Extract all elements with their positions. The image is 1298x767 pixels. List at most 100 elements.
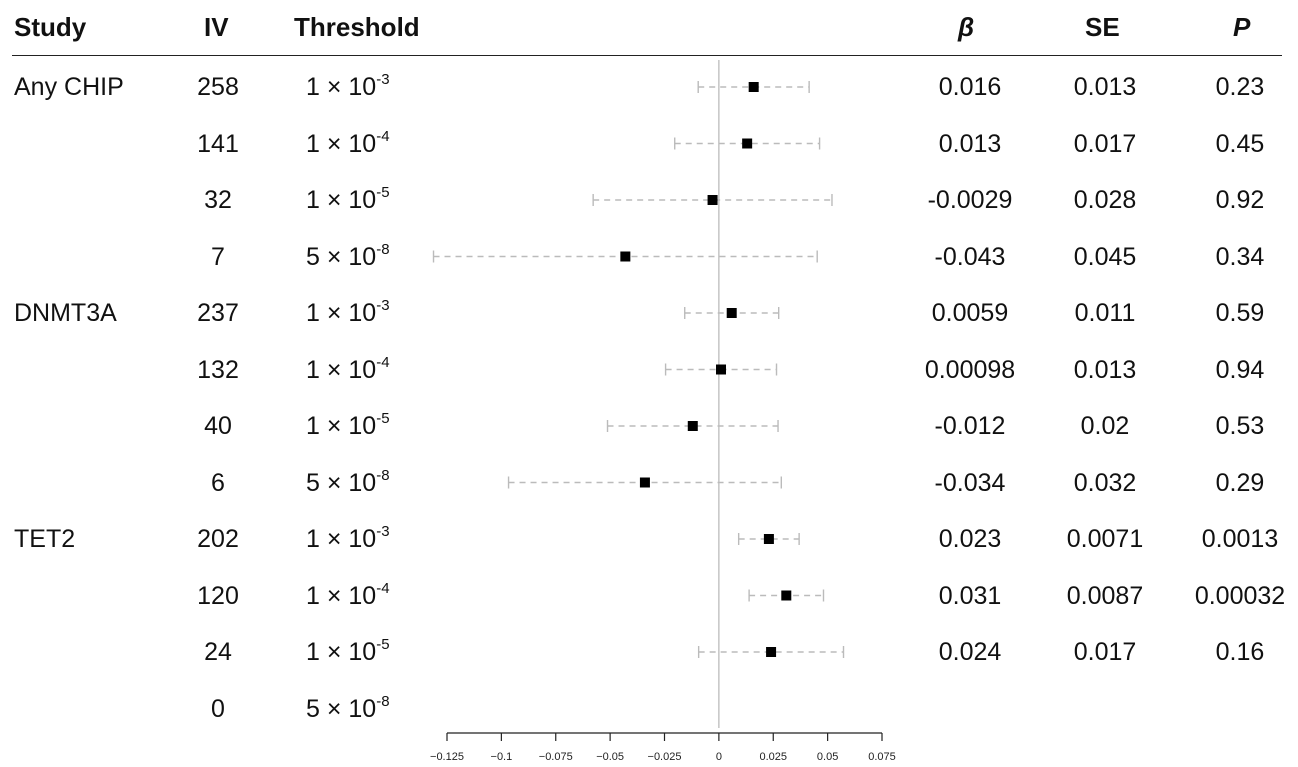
row-beta: 0.013: [938, 129, 1002, 158]
x-tick-label: −0.1: [491, 751, 513, 763]
row-p: 0.53: [1215, 412, 1265, 440]
threshold-base: 1 × 10: [306, 355, 377, 384]
threshold-exponent: -5: [376, 636, 390, 653]
row-threshold: 1 × 10-4: [306, 127, 390, 163]
point-estimate: [781, 590, 792, 601]
row-threshold: 1 × 10-5: [306, 184, 390, 219]
header-rule: [12, 55, 1282, 56]
threshold-base: 5 × 10: [306, 694, 377, 723]
threshold-base: 1 × 10: [306, 129, 377, 158]
row-iv: 40: [204, 412, 232, 440]
row-p: 0.94: [1215, 355, 1265, 384]
x-tick-label: 0: [716, 751, 722, 763]
threshold-exponent: -5: [376, 184, 390, 201]
point-estimate: [639, 477, 650, 488]
threshold-base: 1 × 10: [306, 581, 377, 610]
header-p: P: [1233, 12, 1251, 42]
row-p: 0.45: [1215, 129, 1265, 158]
row-iv: 120: [197, 581, 239, 610]
row-beta: 0.024: [938, 638, 1002, 666]
row-threshold: 5 × 10-8: [306, 240, 390, 276]
row-iv: 202: [197, 525, 239, 553]
row-threshold: 1 × 10-3: [306, 297, 390, 332]
row-beta: -0.012: [934, 412, 1006, 440]
point-estimate: [766, 647, 777, 657]
point-estimate: [707, 195, 718, 205]
threshold-exponent: -3: [376, 297, 390, 314]
threshold-exponent: -3: [376, 523, 390, 540]
x-tick-label: 0.025: [759, 751, 787, 763]
threshold-exponent: -8: [376, 466, 390, 484]
point-estimate: [687, 421, 698, 431]
row-threshold: 5 × 10-8: [306, 466, 390, 502]
row-beta: -0.043: [934, 242, 1006, 271]
threshold-exponent: -8: [376, 240, 390, 258]
header-study: Study: [14, 12, 87, 42]
header-beta: β: [958, 12, 975, 42]
row-p: 0.29: [1215, 468, 1265, 497]
row-study: DNMT3A: [14, 299, 117, 327]
row-beta: 0.031: [938, 581, 1002, 610]
row-study: TET2: [14, 525, 76, 553]
row-p: 0.92: [1215, 186, 1265, 214]
row-iv: 32: [204, 186, 232, 214]
threshold-base: 1 × 10: [306, 186, 377, 214]
row-beta: -0.034: [934, 468, 1006, 497]
row-p: 0.59: [1215, 299, 1265, 327]
row-threshold: 1 × 10-3: [306, 71, 390, 106]
x-tick-label: −0.075: [539, 751, 573, 763]
row-iv: 237: [197, 299, 239, 327]
row-p: 0.34: [1215, 242, 1265, 271]
row-se: 0.028: [1073, 186, 1137, 214]
row-iv: 24: [204, 638, 232, 666]
row-se: 0.0071: [1066, 525, 1144, 553]
row-beta: 0.023: [938, 525, 1002, 553]
row-iv: 7: [211, 242, 225, 271]
threshold-exponent: -3: [376, 71, 390, 88]
point-estimate: [763, 534, 774, 544]
row-threshold: 1 × 10-5: [306, 636, 390, 671]
threshold-base: 1 × 10: [306, 525, 377, 553]
row-se: 0.032: [1073, 468, 1137, 497]
row-se: 0.013: [1073, 355, 1137, 384]
threshold-exponent: -5: [376, 410, 390, 427]
row-p: 0.23: [1215, 73, 1265, 101]
threshold-exponent: -4: [376, 353, 390, 371]
row-study: Any CHIP: [14, 73, 124, 101]
row-p: 0.16: [1215, 638, 1265, 666]
row-se: 0.017: [1073, 638, 1137, 666]
row-threshold: 1 × 10-5: [306, 410, 390, 445]
row-iv: 0: [211, 694, 225, 723]
x-tick-label: 0.075: [868, 751, 896, 763]
row-iv: 258: [197, 73, 239, 101]
row-se: 0.02: [1080, 412, 1130, 440]
point-estimate: [748, 82, 759, 92]
x-tick-label: −0.125: [430, 751, 464, 763]
row-threshold: 1 × 10-3: [306, 523, 390, 558]
threshold-exponent: -4: [376, 579, 390, 597]
point-estimate: [726, 308, 737, 318]
row-se: 0.045: [1073, 242, 1137, 271]
row-threshold: 5 × 10-8: [306, 692, 390, 728]
row-se: 0.013: [1073, 73, 1137, 101]
threshold-base: 5 × 10: [306, 468, 377, 497]
row-beta: 0.0059: [931, 299, 1009, 327]
header-se: SE: [1085, 12, 1120, 42]
row-se: 0.0087: [1066, 581, 1144, 610]
threshold-base: 1 × 10: [306, 638, 377, 666]
threshold-exponent: -4: [376, 127, 390, 145]
row-iv: 132: [197, 355, 239, 384]
threshold-exponent: -8: [376, 692, 390, 710]
row-iv: 6: [211, 468, 225, 497]
threshold-base: 1 × 10: [306, 299, 377, 327]
row-iv: 141: [197, 129, 239, 158]
header-iv: IV: [204, 12, 229, 42]
x-tick-label: 0.05: [817, 751, 838, 763]
row-p: 0.0013: [1201, 525, 1279, 553]
threshold-base: 1 × 10: [306, 73, 377, 101]
x-tick-label: −0.025: [648, 751, 682, 763]
point-estimate: [742, 138, 753, 149]
row-threshold: 1 × 10-4: [306, 353, 390, 389]
row-p: 0.00032: [1194, 581, 1286, 610]
